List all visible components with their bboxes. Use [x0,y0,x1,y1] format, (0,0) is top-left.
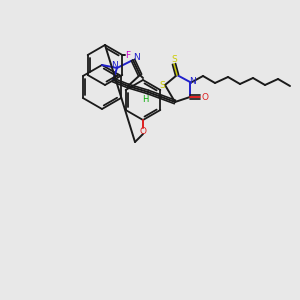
Text: O: O [202,92,208,101]
Text: S: S [159,80,165,89]
Text: F: F [125,50,130,59]
Text: O: O [140,128,146,136]
Text: N: N [133,53,140,62]
Text: N: N [111,61,117,70]
Text: H: H [142,94,148,103]
Text: S: S [171,55,177,64]
Text: N: N [190,77,196,86]
